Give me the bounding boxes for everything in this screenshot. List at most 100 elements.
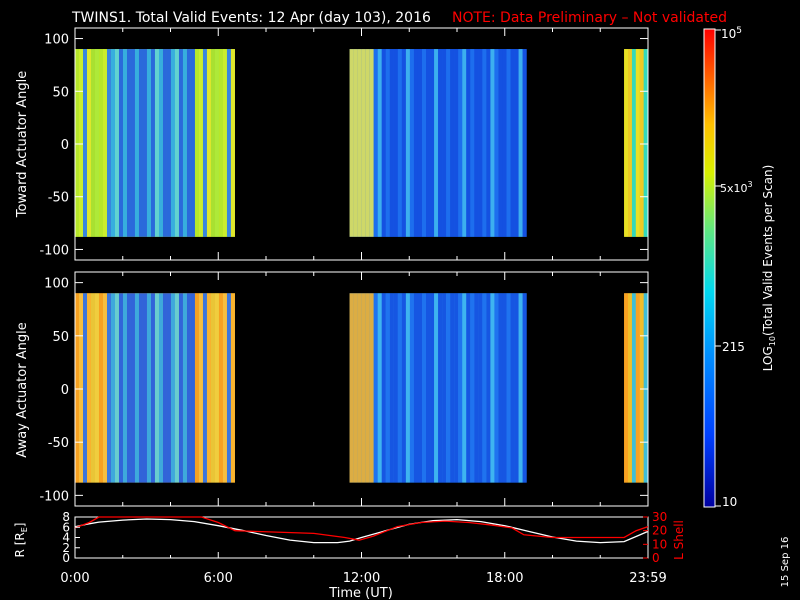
away-streak: [482, 293, 487, 483]
toward-streak: [514, 49, 519, 237]
colorbar-title-main: LOG: [761, 346, 775, 371]
toward-streak: [422, 49, 427, 237]
toward-streak: [365, 49, 370, 237]
away-streak: [434, 293, 439, 483]
away-streak: [389, 293, 394, 483]
away-streak: [230, 293, 235, 483]
away-streak: [422, 293, 427, 483]
away-streak: [198, 293, 203, 483]
colorbar-label-5x10-3: 5x103: [720, 180, 753, 195]
away-streak: [154, 293, 159, 483]
away-streak: [405, 293, 410, 483]
away-streak: [78, 293, 83, 483]
toward-streak: [417, 49, 423, 237]
away-streak: [186, 293, 191, 483]
away-streak: [518, 293, 523, 483]
away-streak: [385, 293, 390, 483]
toward-streak: [230, 49, 235, 237]
orbit-lines: [74, 516, 649, 544]
away-streak: [146, 293, 151, 483]
away-streak: [522, 293, 527, 483]
away-streak: [150, 293, 155, 483]
lshell-tick-label: 20: [652, 524, 667, 538]
away-streak: [397, 293, 402, 483]
away-streak: [470, 293, 475, 483]
away-streak: [426, 293, 431, 483]
toward-streak: [373, 49, 378, 237]
toward-heatmap: [75, 49, 648, 237]
away-streak: [202, 293, 207, 483]
time-tick-label: 23:59: [629, 571, 666, 586]
away-streak: [102, 293, 107, 483]
away-streak: [631, 293, 636, 483]
away-streak: [643, 293, 648, 483]
colorbar-label-min: 10: [722, 495, 737, 509]
toward-streak: [214, 49, 219, 237]
away-streak: [361, 293, 366, 483]
toward-streak: [357, 49, 362, 237]
away-ytick-label: -50: [48, 436, 69, 451]
colorbar-gradient: [703, 28, 716, 508]
toward-streak: [518, 49, 523, 237]
toward-streak: [442, 49, 447, 237]
toward-streak: [624, 49, 629, 237]
toward-streak: [210, 49, 215, 237]
toward-streak: [75, 49, 79, 237]
toward-streak: [409, 49, 414, 237]
toward-streak: [474, 49, 479, 237]
toward-streak: [166, 49, 171, 237]
away-streak: [438, 293, 443, 483]
away-x-axis: [74, 272, 649, 506]
away-streak: [417, 293, 423, 483]
away-streak: [118, 293, 123, 483]
away-streak: [114, 293, 119, 483]
colorbar-tick-lines: [715, 29, 721, 507]
toward-streak: [122, 49, 127, 237]
away-y-axis-label: Away Actuator Angle: [15, 322, 30, 457]
time-axis: 0:00 6:00 12:00 18:00 23:59: [60, 552, 667, 586]
toward-streak: [438, 49, 443, 237]
toward-ytick-label: 100: [44, 33, 69, 48]
away-streak: [458, 293, 463, 483]
colorbar-title-rest: (Total Valid Events per Scan): [761, 165, 775, 336]
time-tick-label: 12:00: [343, 571, 380, 586]
radius-axis-label-sub: E: [20, 527, 29, 532]
toward-streak: [494, 49, 499, 237]
toward-ytick-label: -100: [39, 243, 69, 258]
away-streak: [222, 293, 227, 483]
toward-streak: [182, 49, 187, 237]
radius-tick-label: 4: [62, 531, 70, 545]
toward-streak: [385, 49, 390, 237]
away-streak: [498, 293, 503, 483]
away-streak: [158, 293, 163, 483]
away-streak: [134, 293, 139, 483]
toward-streak: [405, 49, 410, 237]
away-streak: [624, 293, 629, 483]
away-panel: -100 -50 0 50 100 Away Actuator Angle: [15, 271, 649, 507]
toward-streak: [430, 49, 435, 237]
away-streak: [490, 293, 495, 483]
toward-streak: [377, 49, 382, 237]
toward-x-axis: [74, 28, 649, 260]
toward-streak: [522, 49, 527, 237]
away-streak: [474, 293, 479, 483]
radius-axis-label: R [RE]: [13, 523, 29, 558]
toward-streak: [434, 49, 439, 237]
toward-streak: [98, 49, 103, 237]
away-streak: [178, 293, 183, 483]
toward-streak: [628, 49, 632, 237]
away-streak: [174, 293, 179, 483]
away-streak: [494, 293, 499, 483]
toward-streak: [466, 49, 471, 237]
toward-streak: [138, 49, 143, 237]
away-streak: [214, 293, 219, 483]
away-streak: [130, 293, 135, 483]
away-streak: [110, 293, 115, 483]
toward-streak: [413, 49, 418, 237]
toward-streak: [146, 49, 151, 237]
away-streak: [373, 293, 378, 483]
away-streak: [82, 293, 87, 483]
away-streak: [218, 293, 223, 483]
